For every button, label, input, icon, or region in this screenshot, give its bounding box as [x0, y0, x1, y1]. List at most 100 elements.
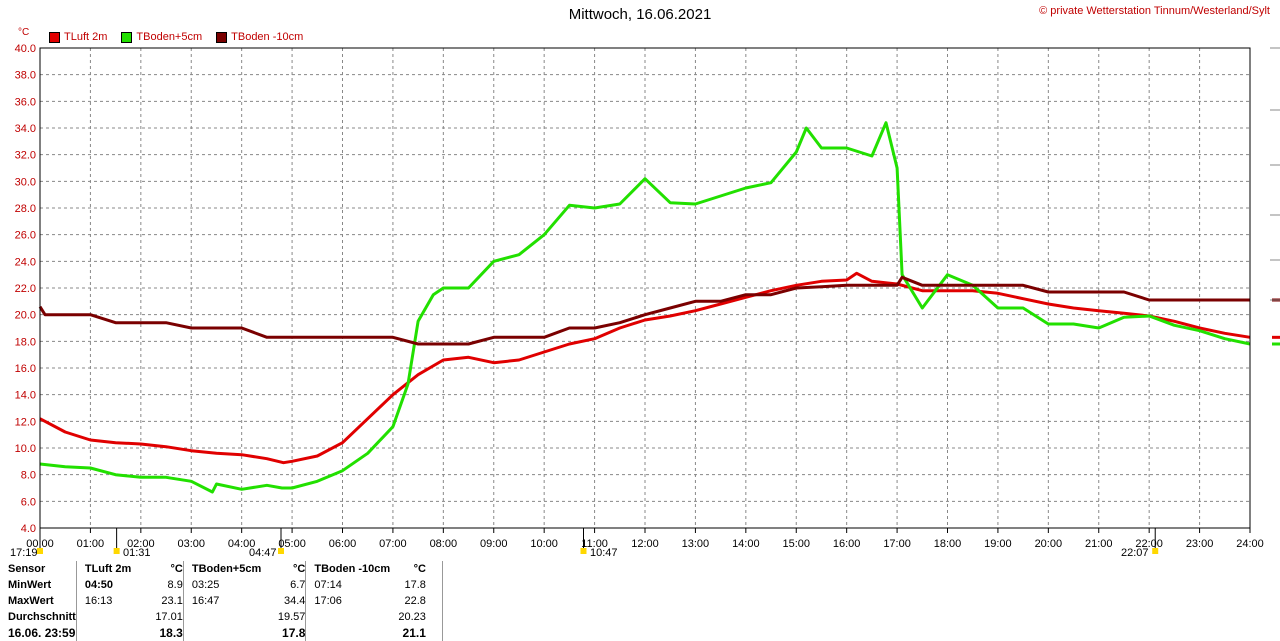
- chart-title: Mittwoch, 16.06.2021: [568, 6, 712, 23]
- cell: [75, 625, 145, 641]
- y-tick-label: 28.0: [15, 203, 36, 215]
- y-tick-label: 12.0: [15, 416, 36, 428]
- y-tick-label: 40.0: [15, 43, 36, 55]
- x-tick-label: 14:00: [732, 538, 760, 550]
- cell: [75, 609, 145, 625]
- legend-swatch: [49, 31, 60, 43]
- marker-label: 01:31: [123, 547, 151, 559]
- cell: 8.9: [167, 579, 183, 591]
- legend: TLuft 2m TBoden+5cm TBoden -10cm: [49, 31, 303, 43]
- series-lines: [38, 121, 1251, 494]
- legend-item-tluft: TLuft 2m: [49, 31, 107, 43]
- cell: 17.8: [282, 626, 306, 640]
- cell: 16:47: [182, 593, 270, 609]
- x-tick-label: 09:00: [480, 538, 508, 550]
- legend-swatch: [121, 31, 133, 43]
- legend-label: TBoden+5cm: [136, 31, 203, 43]
- marker-label: 10:47: [590, 547, 618, 559]
- x-tick-label: 01:00: [77, 538, 105, 550]
- cell: 17.8: [404, 579, 426, 591]
- cell: [305, 609, 391, 625]
- series-line-2: [38, 275, 1250, 346]
- y-tick-label: 30.0: [15, 176, 36, 188]
- legend-swatch: [216, 31, 228, 43]
- series-line-0: [39, 271, 1251, 465]
- plot-frame: [39, 47, 1251, 529]
- y-tick-label: 32.0: [15, 150, 36, 162]
- y-tick-label: 18.0: [15, 336, 36, 348]
- y-tick-label: 8.0: [21, 470, 36, 482]
- chart-grid: [39, 47, 1251, 529]
- cell: 23.1: [161, 595, 183, 607]
- y-tick-label: 34.0: [15, 123, 36, 135]
- x-tick-label: 19:00: [984, 538, 1012, 550]
- cell: 04:50: [75, 577, 145, 593]
- cell: 17.01: [155, 611, 183, 623]
- cell: 21.1: [402, 626, 426, 640]
- cell: 16:13: [75, 593, 145, 609]
- marker-label: 17:19: [10, 547, 38, 559]
- cell: 18.3: [159, 626, 183, 640]
- x-tick-label: 06:00: [329, 538, 357, 550]
- x-tick-label: 11:00: [581, 538, 608, 550]
- cell: 34.4: [283, 595, 306, 607]
- stats-header: °C: [293, 563, 306, 575]
- x-tick-label: 12:00: [631, 538, 659, 550]
- row-label: 16.06. 23:59: [8, 626, 76, 640]
- y-tick-label: 24.0: [15, 256, 36, 268]
- y-tick-label: 20.0: [15, 310, 36, 322]
- table-row: MaxWert 16:13 23.1 16:47 34.4 17:06 22.8: [0, 593, 426, 609]
- y-tick-label: 6.0: [21, 496, 36, 508]
- cell: 6.7: [290, 579, 306, 591]
- y-tick-label: 36.0: [15, 96, 36, 108]
- y-axis-unit: °C: [18, 27, 30, 38]
- legend-label: TLuft 2m: [64, 31, 108, 43]
- stats-header: °C: [170, 563, 183, 575]
- y-tick-label: 10.0: [15, 443, 36, 455]
- cell: 22.8: [404, 595, 426, 607]
- table-row: Durchschnitt 17.01 19.57 20.23: [0, 609, 426, 625]
- stats-header: TBoden+5cm: [182, 561, 270, 577]
- marker-icon: [113, 548, 120, 554]
- cell: [182, 625, 270, 641]
- y-tick-label: 4.0: [21, 523, 36, 535]
- statistics-table: Sensor TLuft 2m °C TBoden+5cm °C TBoden …: [0, 561, 443, 641]
- marker-label: 04:47: [249, 547, 277, 559]
- x-tick-label: 13:00: [682, 538, 710, 550]
- x-tick-label: 24:00: [1236, 538, 1264, 550]
- marker-icon: [1152, 548, 1159, 554]
- y-tick-label: 16.0: [15, 363, 36, 375]
- x-tick-label: 03:00: [177, 538, 205, 550]
- table-row: MinWert 04:50 8.9 03:25 6.7 07:14 17.8: [0, 577, 426, 593]
- x-tick-label: 21:00: [1085, 538, 1113, 550]
- stats-header-row: Sensor TLuft 2m °C TBoden+5cm °C TBoden …: [0, 561, 426, 577]
- x-tick-label: 05:00: [278, 538, 306, 550]
- cell: [305, 625, 391, 641]
- x-tick-label: 04:00: [228, 538, 256, 550]
- row-label: MinWert: [8, 579, 52, 591]
- x-tick-label: 07:00: [379, 538, 407, 550]
- stats-header: Sensor: [8, 563, 46, 575]
- right-edge-markers: [1270, 47, 1280, 346]
- x-tick-label: 17:00: [883, 538, 911, 550]
- stats-header: TLuft 2m: [75, 561, 145, 577]
- table-row: 16.06. 23:59 18.3 17.8 21.1: [0, 625, 426, 641]
- cell: 07:14: [305, 577, 391, 593]
- cell: 03:25: [182, 577, 270, 593]
- row-label: Durchschnitt: [8, 611, 76, 623]
- legend-item-tboden5: TBoden+5cm: [121, 31, 202, 43]
- x-tick-label: 15:00: [782, 538, 810, 550]
- marker-icon: [277, 548, 284, 554]
- temperature-chart: 4.0 6.0 8.0 10.0 12.0 14.0 16.0 18.0 20.0 22.0 24.…: [15, 43, 1280, 554]
- x-axis: 00:00 01:00 02:00 03:00 04:00 05:00 06:00 07:00…: [26, 528, 1264, 554]
- cell: 19.57: [277, 611, 306, 623]
- legend-label: TBoden -10cm: [231, 31, 304, 43]
- legend-item-tboden10: TBoden -10cm: [216, 31, 303, 43]
- cell: 17:06: [305, 593, 391, 609]
- copyright-text: © private Wetterstation Tinnum/Westerlan…: [1039, 5, 1270, 17]
- y-axis: 4.0 6.0 8.0 10.0 12.0 14.0 16.0 18.0 20.0 22.0 24.…: [15, 43, 36, 535]
- y-tick-label: 22.0: [15, 283, 36, 295]
- y-tick-label: 38.0: [15, 70, 36, 82]
- x-tick-label: 10:00: [530, 538, 558, 550]
- x-tick-label: 20:00: [1035, 538, 1063, 550]
